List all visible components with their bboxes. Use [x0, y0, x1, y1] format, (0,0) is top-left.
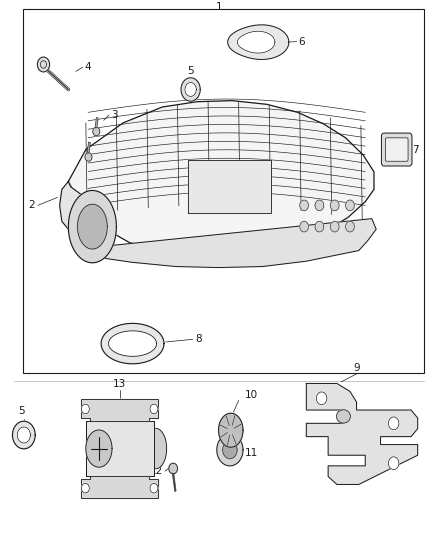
Circle shape: [330, 200, 339, 211]
Polygon shape: [60, 181, 92, 241]
Ellipse shape: [336, 410, 350, 423]
Circle shape: [315, 200, 324, 211]
Circle shape: [37, 57, 49, 72]
Polygon shape: [86, 421, 153, 477]
Text: 11: 11: [244, 448, 258, 457]
Circle shape: [315, 221, 324, 232]
Text: 5: 5: [18, 407, 25, 416]
Polygon shape: [109, 331, 156, 357]
FancyBboxPatch shape: [385, 138, 408, 161]
Polygon shape: [219, 413, 243, 447]
Polygon shape: [155, 429, 166, 469]
Text: 9: 9: [353, 363, 360, 373]
Circle shape: [93, 127, 100, 136]
Polygon shape: [185, 83, 196, 96]
Circle shape: [389, 457, 399, 470]
Polygon shape: [217, 434, 243, 466]
Circle shape: [169, 463, 177, 474]
Text: 8: 8: [195, 334, 201, 344]
Polygon shape: [86, 430, 112, 467]
Text: 2: 2: [28, 200, 35, 211]
Polygon shape: [101, 324, 164, 364]
Text: 13: 13: [113, 379, 126, 389]
Text: 4: 4: [85, 62, 91, 72]
Polygon shape: [237, 31, 275, 53]
Text: 7: 7: [412, 144, 419, 155]
Circle shape: [150, 404, 158, 414]
Polygon shape: [223, 441, 237, 459]
Polygon shape: [228, 25, 289, 60]
Polygon shape: [68, 190, 117, 263]
Polygon shape: [68, 101, 374, 253]
FancyBboxPatch shape: [381, 133, 412, 166]
Circle shape: [389, 417, 399, 430]
Circle shape: [85, 153, 92, 161]
Polygon shape: [188, 160, 272, 213]
Circle shape: [81, 483, 89, 493]
Circle shape: [300, 200, 308, 211]
Circle shape: [81, 404, 89, 414]
Circle shape: [330, 221, 339, 232]
Text: 1: 1: [215, 2, 223, 12]
Text: 3: 3: [111, 110, 117, 120]
Polygon shape: [81, 399, 158, 421]
Circle shape: [316, 392, 327, 405]
Polygon shape: [77, 219, 376, 268]
Polygon shape: [78, 204, 107, 249]
Circle shape: [150, 483, 158, 493]
Polygon shape: [81, 477, 158, 498]
Text: 5: 5: [187, 66, 194, 76]
Text: 12: 12: [150, 466, 163, 476]
Polygon shape: [17, 427, 30, 443]
Bar: [22, 9, 424, 373]
Circle shape: [346, 200, 354, 211]
Polygon shape: [13, 421, 35, 449]
Text: 10: 10: [244, 391, 258, 400]
Circle shape: [300, 221, 308, 232]
Text: 6: 6: [298, 37, 305, 46]
Circle shape: [346, 221, 354, 232]
Polygon shape: [181, 78, 200, 101]
Polygon shape: [306, 383, 418, 484]
